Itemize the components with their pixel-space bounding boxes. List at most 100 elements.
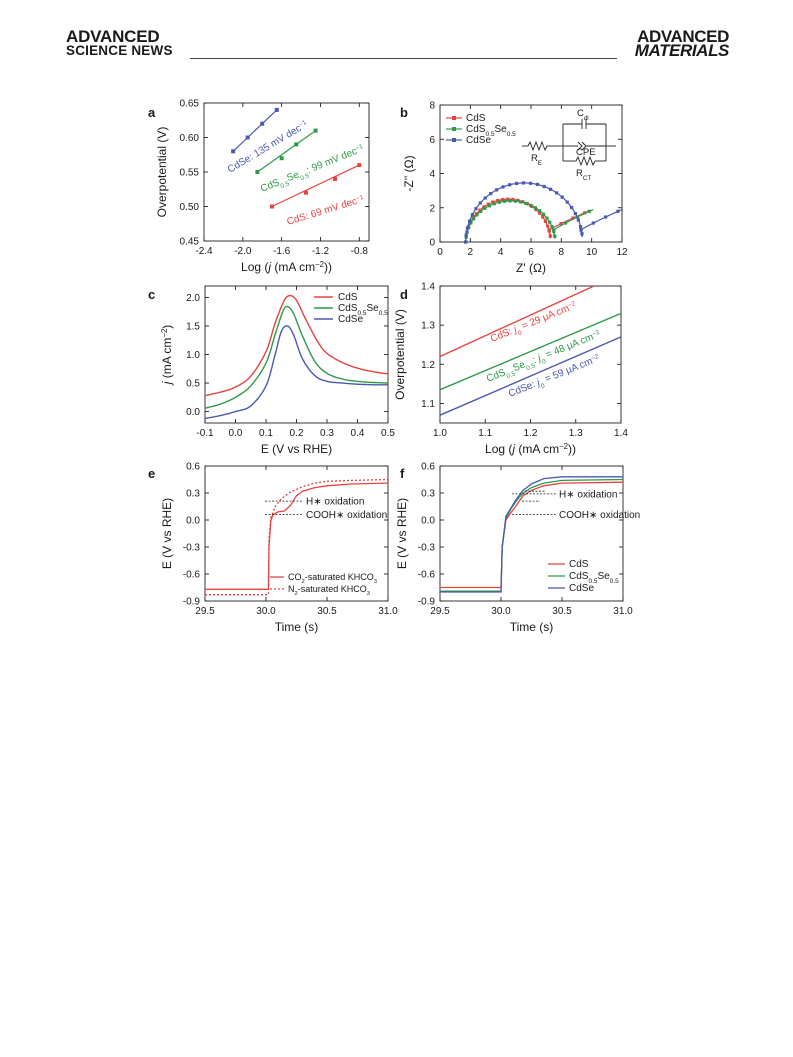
circuit-label-rct: RCT: [576, 168, 591, 182]
data-point: [467, 219, 472, 223]
data-point: [313, 128, 318, 133]
data-point: [483, 206, 487, 210]
legend-label: CdS0.5Se0.5: [569, 571, 619, 585]
data-point: [511, 197, 515, 202]
resistor-rct: [575, 155, 596, 167]
x-axis-label: Log (j (mA cm−2)): [485, 442, 576, 457]
advanced-materials-logo: ADVANCED MATERIALS: [635, 27, 730, 59]
data-point: [541, 215, 545, 219]
y-tick-label: 1.0: [186, 350, 200, 361]
y-tick-label: -0.3: [418, 543, 436, 554]
data-point: [333, 176, 338, 181]
data-point: [545, 216, 549, 220]
logo-right-line1: ADVANCED: [637, 27, 729, 46]
legend-marker: [452, 116, 456, 120]
x-tick-label: 0.3: [320, 428, 334, 439]
data-point: [578, 225, 583, 229]
y-tick-label: -0.6: [183, 570, 201, 581]
plot-frame: [439, 465, 624, 602]
fit-line-CdS: [439, 285, 595, 358]
data-point: [357, 163, 362, 168]
x-tick-label: 30.5: [552, 606, 572, 617]
y-tick-label: 1.5: [186, 321, 200, 332]
annotation-cooh-oxidation: COOH∗ oxidation: [306, 510, 387, 521]
cpe-element: [577, 141, 583, 151]
x-tick-label: 10: [586, 247, 598, 258]
transient-CdSe: [440, 476, 623, 593]
x-tick-label: 30.0: [491, 606, 511, 617]
data-point: [506, 197, 510, 201]
x-tick-label: 31.0: [378, 606, 398, 617]
slope-label-cds: CdS: 69 mV dec−1: [286, 193, 366, 228]
data-point: [579, 228, 583, 232]
x-tick-label: 1.1: [478, 428, 492, 439]
annotation-h-oxidation: H∗ oxidation: [306, 497, 364, 508]
data-point: [552, 228, 556, 232]
data-point: [492, 202, 496, 206]
equivalent-circuit: [522, 119, 616, 167]
data-point: [563, 221, 568, 225]
data-point: [464, 240, 468, 244]
y-tick-label: 0.5: [186, 379, 200, 390]
fit-line-CdSe: [439, 336, 622, 416]
y-tick-label: 2: [429, 203, 435, 214]
data-point: [508, 199, 512, 203]
data-point: [470, 213, 474, 217]
x-tick-label: 8: [559, 247, 565, 258]
data-point: [479, 209, 483, 213]
x-tick-label: 0.5: [381, 428, 395, 439]
data-point: [501, 185, 505, 189]
x-tick-label: 31.0: [613, 606, 633, 617]
panel-letter: b: [400, 105, 408, 120]
data-point: [469, 221, 473, 225]
data-point: [516, 198, 520, 202]
data-point: [591, 221, 595, 225]
x-tick-label: 2: [468, 247, 474, 258]
x-tick-label: 30.5: [317, 606, 337, 617]
data-point: [560, 195, 564, 199]
x-tick-label: 30.0: [256, 606, 276, 617]
data-point: [550, 225, 554, 229]
data-point: [565, 200, 569, 204]
plot-frame: [204, 465, 389, 602]
fit-line-CdSe: [232, 109, 278, 152]
j0-label-cds: CdS: j0 = 29 μA cm−2: [489, 300, 580, 347]
x-tick-label: -0.1: [196, 428, 214, 439]
legend-label: CdSe: [338, 314, 363, 325]
panel-letter: c: [148, 287, 155, 302]
data-point: [474, 207, 478, 211]
y-axis-label: E (V vs RHE): [160, 498, 174, 569]
y-tick-label: -0.9: [183, 597, 201, 608]
x-axis-label: Z' (Ω): [516, 261, 546, 275]
data-point: [546, 224, 550, 228]
data-point: [521, 181, 526, 185]
x-axis-label: Log (j (mA cm−2)): [241, 260, 332, 275]
y-tick-label: 0.0: [186, 516, 200, 527]
y-tick-label: 0.55: [180, 168, 200, 179]
transient-CO2-saturatedKHCO3: [205, 482, 389, 590]
panel-letter: f: [400, 466, 405, 481]
y-tick-label: 2.0: [186, 293, 200, 304]
data-point: [571, 216, 575, 220]
circuit-label-re: RE: [531, 153, 542, 167]
data-point: [464, 233, 468, 237]
data-point: [269, 204, 274, 209]
y-axis-label: E (V vs RHE): [395, 498, 409, 569]
data-point: [580, 232, 584, 236]
data-point: [533, 206, 537, 210]
data-point: [489, 192, 493, 196]
y-tick-label: 0.3: [186, 489, 200, 500]
data-point: [513, 199, 518, 203]
y-tick-label: 1.2: [421, 360, 435, 371]
header-rule: [190, 58, 617, 59]
data-point: [475, 213, 479, 217]
y-tick-label: -0.9: [418, 597, 436, 608]
y-tick-label: 1.1: [421, 399, 435, 410]
data-point: [501, 197, 505, 202]
panel-f-transient: 29.5 30.0 30.5 31.0 -0.9 -0.6 -0.3 0.0 0.3 0.6 f Ti…: [395, 462, 640, 635]
data-point: [503, 199, 507, 203]
data-point: [548, 187, 553, 191]
